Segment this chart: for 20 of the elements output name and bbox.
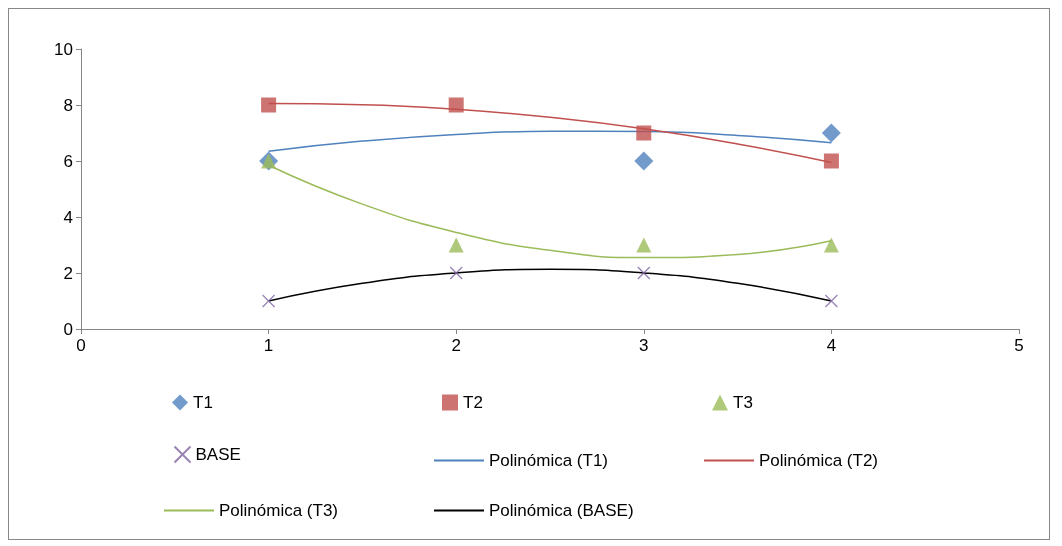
legend-label: Polinómica (T2) — [759, 451, 879, 470]
y-tick-label: 0 — [63, 319, 73, 339]
y-tick-label: 4 — [63, 207, 73, 227]
x-tick-label: 3 — [639, 336, 649, 355]
legend-label: T1 — [193, 393, 213, 412]
y-tick-label: 10 — [54, 39, 73, 59]
x-tick-label: 2 — [451, 336, 461, 355]
legend-label: T2 — [463, 393, 483, 412]
legend-label: Polinómica (T1) — [489, 451, 609, 470]
x-tick-label: 4 — [826, 336, 837, 355]
y-tick-label: 2 — [63, 263, 73, 283]
x-tick-label: 5 — [1014, 336, 1024, 355]
y-tick-label: 6 — [63, 151, 73, 171]
x-tick-label: 1 — [263, 336, 274, 355]
legend-label: T3 — [733, 393, 753, 412]
legend-label: Polinómica (T3) — [219, 501, 339, 520]
legend-label: BASE — [195, 445, 241, 464]
x-tick-label: 0 — [76, 336, 86, 355]
legend-label: Polinómica (BASE) — [489, 501, 634, 520]
y-tick-label: 8 — [63, 95, 73, 115]
